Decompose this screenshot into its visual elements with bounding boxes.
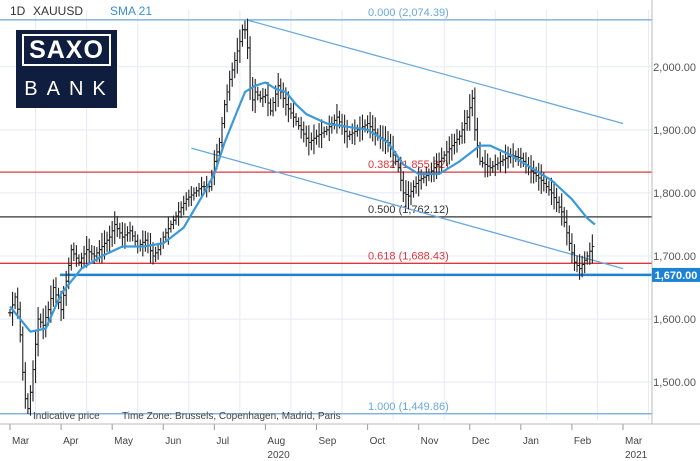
y-tick-label: 1,900.00 (653, 125, 696, 137)
symbol-label[interactable]: XAUUSD (33, 4, 84, 18)
trend-channel-line (247, 19, 624, 125)
saxo-bank-logo: SAXO BANK (16, 30, 117, 108)
x-tick-label: Jan (523, 436, 539, 447)
x-tick-label: Nov (421, 436, 439, 447)
x-tick-label: Feb (574, 436, 592, 447)
y-tick-label: 1,600.00 (653, 314, 696, 326)
trend-channel-line (191, 147, 624, 270)
x-tick-label: Apr (63, 436, 79, 447)
indicator-label[interactable]: SMA 21 (110, 4, 153, 18)
year-label: 2021 (625, 450, 648, 461)
fib-level-label: 0.000 (2,074.39) (368, 7, 449, 19)
y-tick-label: 1,500.00 (653, 377, 696, 389)
x-tick-label: May (114, 436, 133, 447)
fib-level-label: 0.500 (1,762.12) (368, 204, 449, 216)
x-tick-label: Oct (370, 436, 386, 447)
y-tick-label: 1,700.00 (653, 251, 696, 263)
y-tick-label: 1,800.00 (653, 188, 696, 200)
time-zone-note: Time Zone: Brussels, Copenhagen, Madrid,… (122, 411, 341, 422)
x-tick-label: Dec (472, 436, 490, 447)
x-tick-label: Jun (165, 436, 181, 447)
x-tick-label: Sep (319, 436, 337, 447)
sma21-line (9, 81, 596, 333)
x-tick-label: Mar (625, 436, 643, 447)
fib-level-label: 0.382 (1,855.82) (368, 159, 449, 171)
logo-saxo: SAXO (22, 34, 111, 66)
x-tick-label: Aug (267, 436, 285, 447)
fib-level-label: 0.618 (1,688.43) (368, 250, 449, 262)
y-tick-label: 2,000.00 (653, 62, 696, 74)
x-tick-label: Jul (216, 436, 229, 447)
indicative-price-note: Indicative price (33, 411, 100, 422)
current-price-tag (652, 267, 700, 282)
fib-level-label: 1.000 (1,449.86) (368, 401, 449, 413)
year-label: 2020 (267, 450, 290, 461)
current-price-label: 1,670.00 (655, 270, 698, 282)
timeframe-label[interactable]: 1D (10, 4, 26, 18)
x-tick-label: Mar (12, 436, 30, 447)
logo-bank: BANK (24, 78, 115, 100)
